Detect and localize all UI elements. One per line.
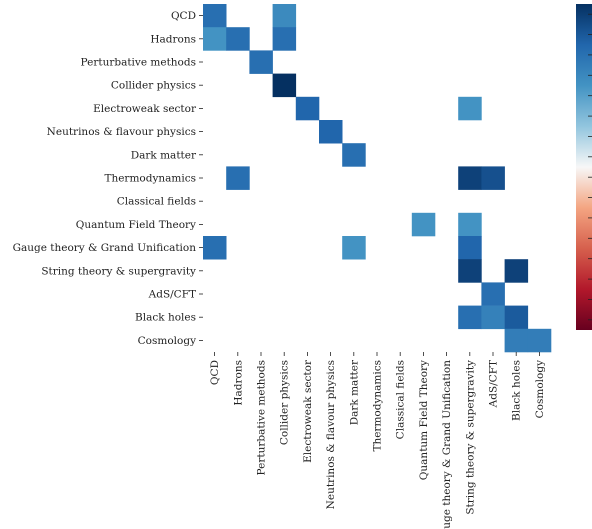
heatmap-cell-10-11: [458, 236, 482, 260]
heatmap-cell-4-4: [295, 96, 320, 121]
x-tick-label-7: Thermodynamics: [372, 360, 384, 452]
x-tick-label-12: AdS/CFT: [488, 360, 500, 408]
heatmap-cell-4-11: [458, 96, 482, 121]
heatmap-cell-6-6: [342, 143, 366, 167]
heatmap-cell-7-12: [481, 166, 505, 190]
heatmap-cell-9-9: [411, 212, 436, 237]
heatmap-cell-0-0: [203, 4, 227, 28]
heatmap-cells: [203, 4, 552, 353]
heatmap-cell-10-0: [203, 236, 227, 260]
heatmap-cell-7-11: [458, 166, 482, 190]
heatmap-cell-14-13: [504, 328, 529, 353]
x-tick-label-10: Gauge theory & Grand Unification: [441, 360, 453, 529]
x-tick-label-13: Black holes: [511, 360, 523, 421]
y-tick-label-4: Electroweak sector: [93, 103, 197, 115]
y-tick-label-13: Black holes: [135, 312, 196, 324]
heatmap-cell-9-11: [458, 212, 482, 237]
x-tick-labels: QCD Hadrons Perturbative methods Collider p…: [209, 352, 546, 529]
x-tick-label-0: QCD: [209, 360, 221, 385]
x-tick-label-4: Electroweak sector: [302, 359, 314, 463]
y-tick-labels: QCD Hadrons Perturbative methods Collider p…: [13, 10, 203, 347]
heatmap-cell-13-11: [458, 305, 482, 330]
heatmap-cell-12-12: [481, 282, 505, 306]
colorbar: [576, 4, 592, 330]
y-tick-label-10: Gauge theory & Grand Unification: [13, 242, 197, 254]
heatmap-cell-11-13: [504, 259, 529, 283]
colorbar-gradient: [576, 4, 592, 330]
y-tick-label-6: Dark matter: [131, 149, 197, 161]
colorbar-ticks: [588, 13, 592, 321]
x-tick-label-3: Collider physics: [279, 360, 291, 445]
heatmap-cell-1-1: [226, 27, 250, 51]
x-tick-label-8: Classical fields: [395, 360, 407, 439]
y-tick-label-0: QCD: [171, 10, 196, 22]
heatmap-cell-1-3: [272, 27, 297, 51]
heatmap-cell-5-5: [319, 120, 343, 144]
x-tick-label-9: Quantum Field Theory: [418, 360, 430, 480]
heatmap-cell-1-0: [203, 27, 227, 51]
y-tick-label-1: Hadrons: [150, 33, 196, 45]
heatmap-cell-10-6: [342, 236, 366, 260]
y-tick-label-5: Neutrinos & flavour physics: [47, 126, 196, 138]
x-tick-label-11: String theory & supergravity: [464, 360, 476, 515]
heatmap-cell-0-3: [272, 4, 297, 28]
x-tick-label-1: Hadrons: [232, 360, 244, 406]
heatmap-cell-11-11: [458, 259, 482, 283]
y-tick-label-2: Perturbative methods: [81, 57, 196, 69]
y-tick-label-8: Classical fields: [117, 196, 196, 208]
y-tick-label-9: Quantum Field Theory: [76, 219, 196, 231]
y-tick-label-3: Collider physics: [111, 80, 196, 92]
y-tick-label-7: Thermodynamics: [104, 173, 196, 185]
heatmap-cell-2-2: [249, 50, 273, 74]
y-tick-label-11: String theory & supergravity: [41, 265, 196, 277]
x-tick-label-5: Neutrinos & flavour physics: [325, 360, 337, 509]
y-tick-label-14: Cosmology: [138, 335, 196, 347]
heatmap-cell-7-1: [226, 166, 250, 190]
x-tick-label-2: Perturbative methods: [256, 360, 268, 475]
heatmap-cell-13-12: [481, 305, 505, 330]
heatmap-cell-13-13: [504, 305, 529, 330]
heatmap-cell-3-3: [272, 73, 297, 98]
x-tick-label-14: Cosmology: [534, 360, 546, 418]
x-tick-label-6: Dark matter: [348, 359, 360, 425]
y-tick-label-12: AdS/CFT: [148, 289, 196, 301]
heatmap-cell-14-14: [527, 328, 552, 353]
